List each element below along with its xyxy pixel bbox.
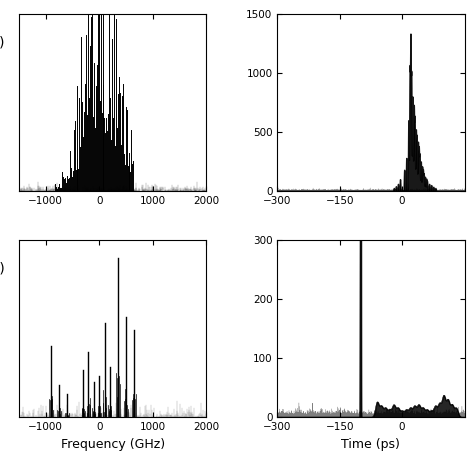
Text: (b): (b) [0, 262, 5, 275]
X-axis label: Frequency (GHz): Frequency (GHz) [61, 438, 164, 450]
Text: (a): (a) [0, 36, 5, 49]
X-axis label: Time (ps): Time (ps) [341, 438, 401, 450]
